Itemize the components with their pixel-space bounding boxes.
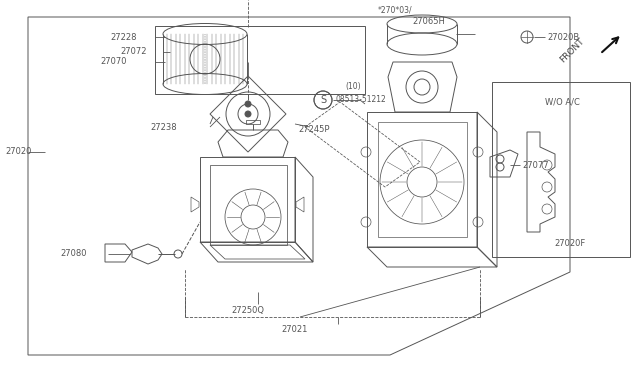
Circle shape — [245, 111, 251, 117]
Text: 27020: 27020 — [5, 148, 31, 157]
Text: 27065H: 27065H — [412, 17, 445, 26]
Bar — [155, 26, 365, 94]
Text: 27250Q: 27250Q — [232, 305, 264, 314]
Text: *270*03/: *270*03/ — [378, 6, 413, 15]
Text: 27228: 27228 — [110, 32, 136, 42]
Text: 27020F: 27020F — [554, 240, 586, 248]
Circle shape — [245, 101, 251, 107]
Text: 27021: 27021 — [282, 326, 308, 334]
Text: W/O A/C: W/O A/C — [545, 97, 579, 106]
Text: 27072: 27072 — [120, 48, 147, 57]
Text: (10): (10) — [345, 83, 360, 92]
Text: 27070: 27070 — [100, 58, 127, 67]
Text: 08513-51212: 08513-51212 — [336, 96, 387, 105]
Text: 27238: 27238 — [150, 122, 177, 131]
Text: FRONT: FRONT — [558, 36, 586, 64]
Text: 27077: 27077 — [522, 160, 548, 170]
Text: S: S — [320, 95, 326, 105]
Text: 27245P: 27245P — [298, 125, 330, 135]
Text: 27080: 27080 — [60, 250, 86, 259]
Bar — [492, 82, 630, 257]
Text: 27020B: 27020B — [547, 32, 579, 42]
